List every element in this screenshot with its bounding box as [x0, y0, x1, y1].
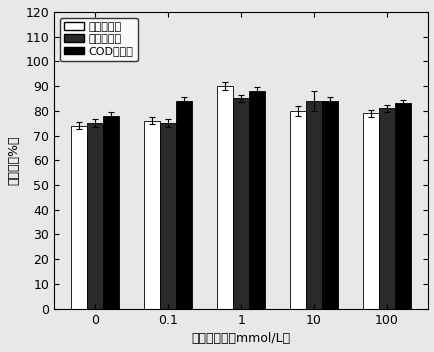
- X-axis label: 腐黑素浓度（mmol/L）: 腐黑素浓度（mmol/L）: [191, 332, 290, 345]
- Bar: [306, 101, 321, 309]
- Bar: [321, 101, 337, 309]
- Bar: [160, 123, 176, 309]
- Bar: [289, 111, 306, 309]
- Bar: [249, 91, 265, 309]
- Bar: [362, 113, 378, 309]
- Y-axis label: 吸收率（%）: 吸收率（%）: [7, 136, 20, 185]
- Bar: [176, 101, 192, 309]
- Bar: [217, 86, 233, 309]
- Bar: [144, 121, 160, 309]
- Bar: [71, 126, 87, 309]
- Bar: [87, 123, 103, 309]
- Bar: [394, 103, 410, 309]
- Bar: [233, 99, 249, 309]
- Bar: [378, 108, 394, 309]
- Legend: 总氮吸收率, 总磷吸收率, COD吸收率: 总氮吸收率, 总磷吸收率, COD吸收率: [59, 18, 138, 61]
- Bar: [103, 116, 119, 309]
